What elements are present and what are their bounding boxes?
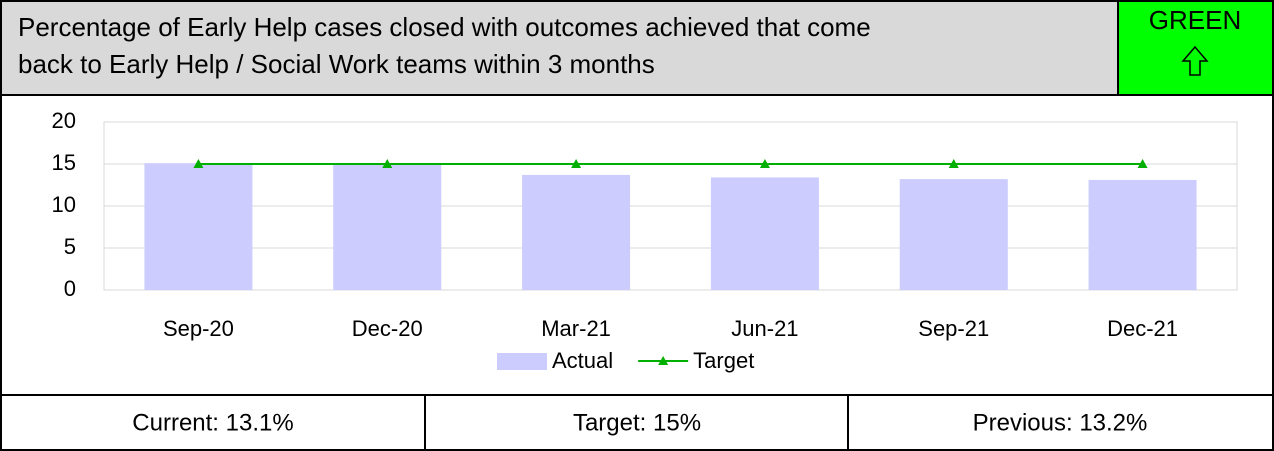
bar <box>899 179 1008 290</box>
x-tick-label: Dec-20 <box>352 316 423 341</box>
status-arrow <box>1181 45 1209 76</box>
plot-border <box>103 121 1238 291</box>
y-tick-label: 0 <box>64 276 76 301</box>
header-box <box>0 0 1119 96</box>
title-line: Percentage of Early Help cases closed wi… <box>18 12 871 42</box>
x-tick-label: Sep-20 <box>163 316 234 341</box>
bar <box>333 164 442 290</box>
y-tick-label: 20 <box>52 108 76 133</box>
y-tick-label: 5 <box>64 234 76 259</box>
y-tick-label: 15 <box>52 150 76 175</box>
x-tick-label: Jun-21 <box>731 316 798 341</box>
bar <box>522 174 631 290</box>
bar <box>710 177 819 290</box>
target-marker <box>948 159 959 168</box>
bar <box>1088 179 1197 290</box>
legend-label: Target <box>693 348 754 373</box>
title-line: back to Early Help / Social Work teams w… <box>18 49 655 79</box>
x-tick-label: Mar-21 <box>541 316 611 341</box>
target-marker <box>571 159 582 168</box>
status-label: GREEN <box>1149 5 1241 35</box>
bar <box>144 163 253 290</box>
footer-target: Target: 15% <box>573 409 701 436</box>
legend-swatch <box>497 353 547 370</box>
target-marker <box>193 159 204 168</box>
x-tick-label: Dec-21 <box>1107 316 1178 341</box>
legend-marker <box>658 356 669 365</box>
target-marker <box>759 159 770 168</box>
x-tick-label: Sep-21 <box>918 316 989 341</box>
y-tick-label: 10 <box>52 192 76 217</box>
footer-previous: Previous: 13.2% <box>973 409 1148 436</box>
legend-label: Actual <box>552 348 613 373</box>
target-marker <box>382 159 393 168</box>
target-marker <box>1137 159 1148 168</box>
footer-current: Current: 13.1% <box>132 409 293 436</box>
